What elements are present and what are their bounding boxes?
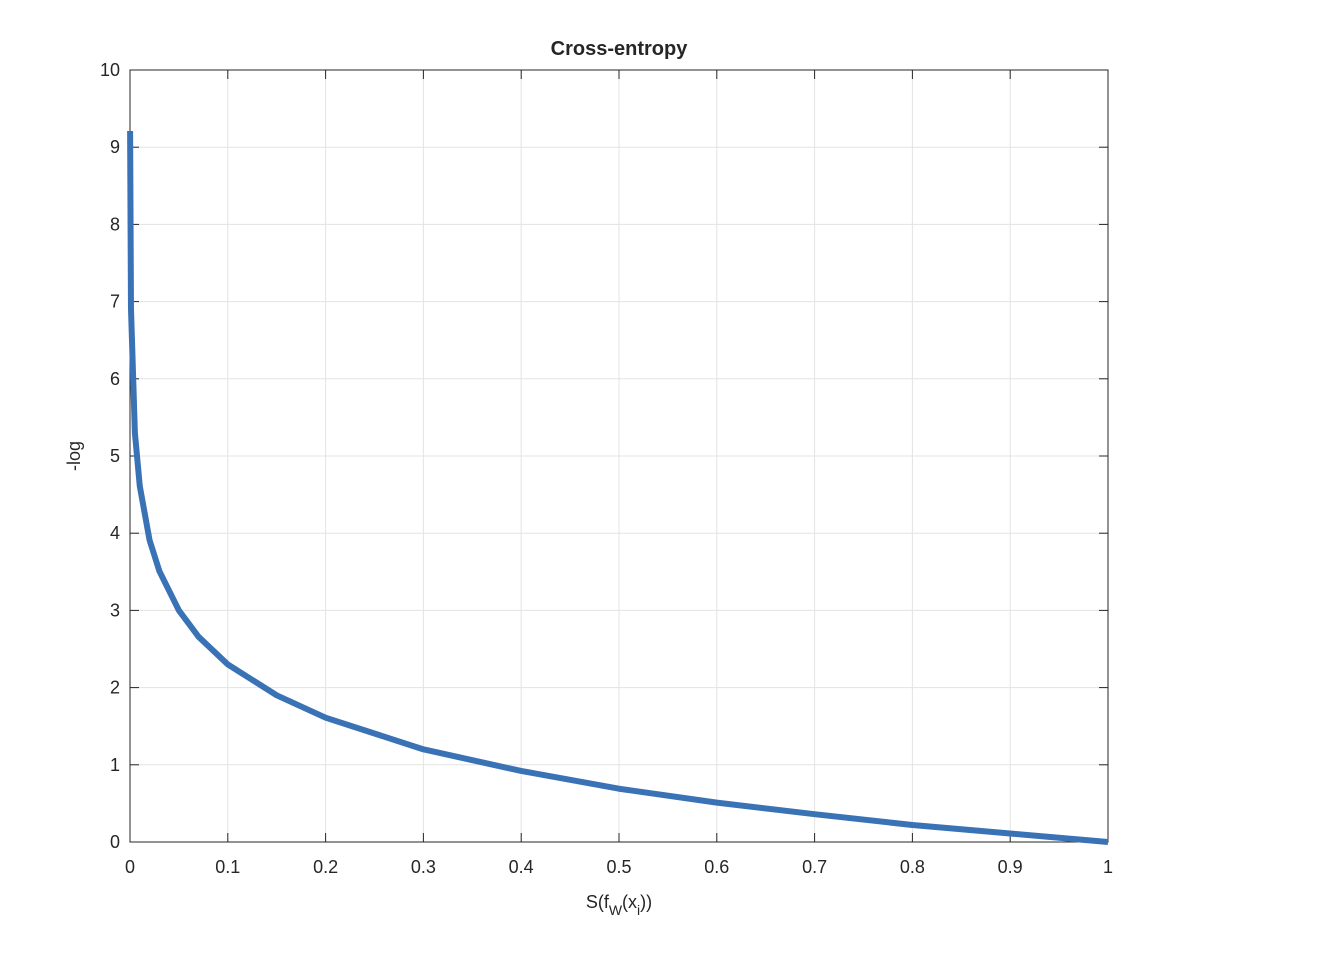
x-tick-label: 0.8: [900, 857, 925, 877]
x-tick-label: 0.1: [215, 857, 240, 877]
y-tick-label: 6: [110, 369, 120, 389]
y-tick-label: 5: [110, 446, 120, 466]
y-tick-label: 8: [110, 214, 120, 234]
x-tick-label: 1: [1103, 857, 1113, 877]
x-label-sub: W: [609, 902, 623, 918]
y-tick-label: 10: [100, 60, 120, 80]
x-tick-label: 0.9: [998, 857, 1023, 877]
y-tick-label: 2: [110, 678, 120, 698]
x-tick-label: 0: [125, 857, 135, 877]
y-tick-label: 9: [110, 137, 120, 157]
x-tick-label: 0.4: [509, 857, 534, 877]
y-tick-label: 0: [110, 832, 120, 852]
chart-title: Cross-entropy: [551, 38, 689, 60]
y-tick-label: 1: [110, 755, 120, 775]
x-tick-label: 0.3: [411, 857, 436, 877]
x-label-part: (x: [622, 892, 637, 912]
line-series: [127, 130, 1109, 845]
y-axis-label: -log: [64, 441, 84, 471]
x-tick-label: 0.6: [704, 857, 729, 877]
y-tick-label: 7: [110, 292, 120, 312]
plot-frame: [129, 69, 1109, 843]
x-label-sub: i: [637, 902, 640, 918]
x-label-part: )): [640, 892, 652, 912]
y-tick-label: 4: [110, 523, 120, 543]
x-tick-label: 0.2: [313, 857, 338, 877]
x-tick-label: 0.7: [802, 857, 827, 877]
x-tick-label: 0.5: [606, 857, 631, 877]
x-label-part: S(f: [586, 892, 610, 912]
x-axis-label: S(fW(xi)): [586, 892, 652, 918]
y-tick-label: 3: [110, 600, 120, 620]
